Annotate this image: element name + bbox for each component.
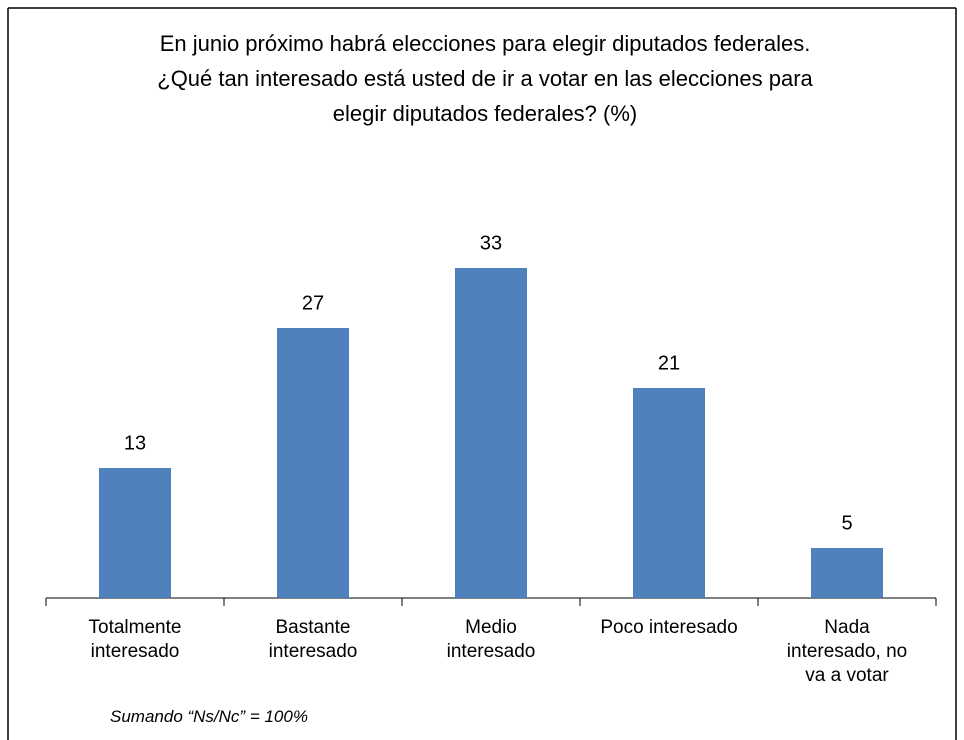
footnote: Sumando “Ns/Nc” = 100% [110, 707, 308, 726]
x-tick-label: Medio interesado [446, 617, 536, 662]
chart-title: En junio próximo habrá elecciones para e… [157, 31, 813, 126]
value-label: 13 [124, 432, 146, 454]
value-label: 21 [658, 352, 680, 374]
bar [277, 328, 349, 598]
bar [99, 468, 171, 598]
x-tick-label: Nada interesado, no va a votar [786, 617, 908, 686]
bar [455, 268, 527, 598]
x-tick-label: Totalmente interesado [88, 617, 182, 662]
value-label: 33 [480, 232, 502, 254]
value-label: 27 [302, 292, 324, 314]
value-label: 5 [841, 512, 852, 534]
x-tick-label: Bastante interesado [268, 617, 358, 662]
x-tick-label: Poco interesado [600, 617, 738, 638]
bar [811, 548, 883, 598]
bar [633, 388, 705, 598]
